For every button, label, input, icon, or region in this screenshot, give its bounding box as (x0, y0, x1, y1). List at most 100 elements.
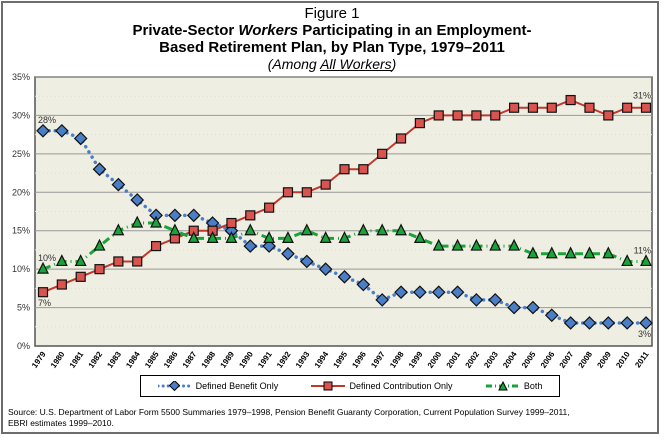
y-tick-label: 15% (12, 226, 30, 236)
data-point-triangle (55, 254, 68, 267)
data-point-square (301, 187, 312, 198)
data-point-triangle (187, 231, 200, 243)
data-point-square (132, 256, 143, 267)
data-point-triangle (470, 238, 483, 251)
data-point-triangle (508, 238, 521, 251)
legend: Defined Benefit Only Defined Contributio… (140, 375, 560, 397)
data-point-triangle (300, 223, 313, 236)
data-point-square (471, 110, 482, 121)
data-point-diamond (507, 300, 521, 315)
data-point-diamond (620, 316, 635, 330)
data-point-square (264, 202, 275, 213)
source-note: Source: U.S. Department of Labor Form 55… (8, 407, 608, 429)
data-point-triangle (602, 246, 615, 259)
y-tick-label: 0% (17, 341, 30, 351)
chart-title-line2: Based Retirement Plan, by Plan Type, 197… (159, 39, 505, 56)
data-point-diamond (243, 239, 258, 253)
data-point-triangle (168, 223, 181, 236)
data-point-diamond (488, 293, 503, 307)
x-tick-label: 2009 (595, 350, 613, 370)
data-point-square (433, 110, 444, 121)
x-tick-label: 2007 (558, 350, 576, 370)
data-point-diamond (111, 177, 126, 192)
data-point-square (603, 110, 614, 121)
data-label: 28% (38, 115, 56, 125)
data-point-square (640, 102, 652, 113)
data-point-diamond (92, 162, 107, 177)
x-tick-label: 2006 (539, 350, 557, 370)
x-tick-label: 1990 (237, 350, 255, 370)
figure-frame (1, 1, 659, 434)
data-point-square (226, 217, 237, 229)
data-point-square (150, 240, 162, 252)
x-tick-label: 1979 (30, 350, 48, 370)
legend-item-dc: Defined Contribution Only (311, 381, 453, 391)
y-tick-label: 5% (17, 303, 30, 313)
data-label: 3% (638, 329, 651, 339)
source-line-1: Source: U.S. Department of Labor Form 55… (8, 407, 570, 417)
legend-dc-marker-icon (311, 381, 346, 391)
x-tick-label: 2008 (577, 350, 595, 370)
x-tick-label: 1984 (124, 350, 142, 370)
data-point-square (395, 133, 407, 144)
x-tick-label: 1992 (275, 350, 293, 370)
chart-title-line1: Private-Sector Workers Participating in … (132, 22, 532, 39)
x-tick-label: 2000 (426, 350, 444, 370)
data-point-triangle (583, 246, 596, 259)
data-point-diamond (413, 285, 427, 300)
x-tick-label: 2003 (482, 350, 500, 370)
data-point-diamond (318, 262, 333, 276)
data-point-triangle (357, 223, 370, 236)
figure-label: Figure 1 (304, 5, 360, 22)
data-point-diamond (526, 300, 540, 315)
x-tick-label: 1996 (350, 350, 368, 370)
data-point-triangle (432, 238, 445, 251)
data-point-triangle (395, 223, 408, 236)
x-tick-label: 2004 (501, 350, 519, 370)
data-label: 7% (38, 298, 51, 308)
series-0 (36, 123, 653, 330)
data-point-diamond (130, 193, 145, 207)
data-point-triangle (338, 231, 351, 243)
x-tick-label: 1987 (181, 350, 199, 370)
data-point-triangle (263, 231, 276, 243)
data-point-square (452, 110, 463, 121)
data-point-diamond (36, 123, 50, 138)
data-point-square (565, 94, 576, 106)
x-tick-label: 1997 (369, 350, 387, 370)
data-point-triangle (640, 254, 652, 267)
data-point-diamond (356, 277, 371, 292)
data-point-diamond (639, 316, 653, 330)
y-tick-label: 10% (12, 264, 30, 274)
x-tick-label: 1995 (332, 350, 350, 370)
x-tick-label: 1998 (388, 350, 406, 370)
data-point-triangle (564, 246, 577, 259)
data-point-square (622, 102, 633, 113)
data-point-square (508, 102, 520, 113)
x-tick-label: 1993 (294, 350, 312, 370)
data-label: 10% (38, 253, 56, 263)
data-point-square (339, 164, 350, 175)
data-point-diamond (601, 316, 616, 330)
legend-label-both: Both (523, 381, 543, 391)
data-point-diamond (394, 285, 408, 300)
x-tick-label: 1981 (68, 350, 86, 370)
y-tick-label: 30% (12, 110, 30, 120)
data-point-diamond (186, 208, 201, 223)
data-point-diamond (73, 131, 88, 146)
data-point-triangle (376, 223, 389, 236)
source-line-2: EBRI estimates 1999–2010. (8, 418, 114, 428)
data-point-triangle (112, 223, 125, 236)
chart-subtitle: (Among All Workers) (267, 56, 397, 72)
data-point-square (527, 102, 539, 113)
x-tick-label: 1982 (87, 350, 105, 370)
data-point-triangle (206, 231, 219, 243)
data-point-triangle (37, 261, 49, 274)
data-point-triangle (451, 238, 464, 251)
data-point-triangle (225, 231, 238, 243)
data-point-triangle (93, 238, 106, 251)
data-point-diamond (582, 316, 597, 330)
data-point-square (414, 118, 425, 129)
x-tick-label: 2005 (520, 350, 538, 370)
legend-item-db: Defined Benefit Only (157, 381, 278, 391)
